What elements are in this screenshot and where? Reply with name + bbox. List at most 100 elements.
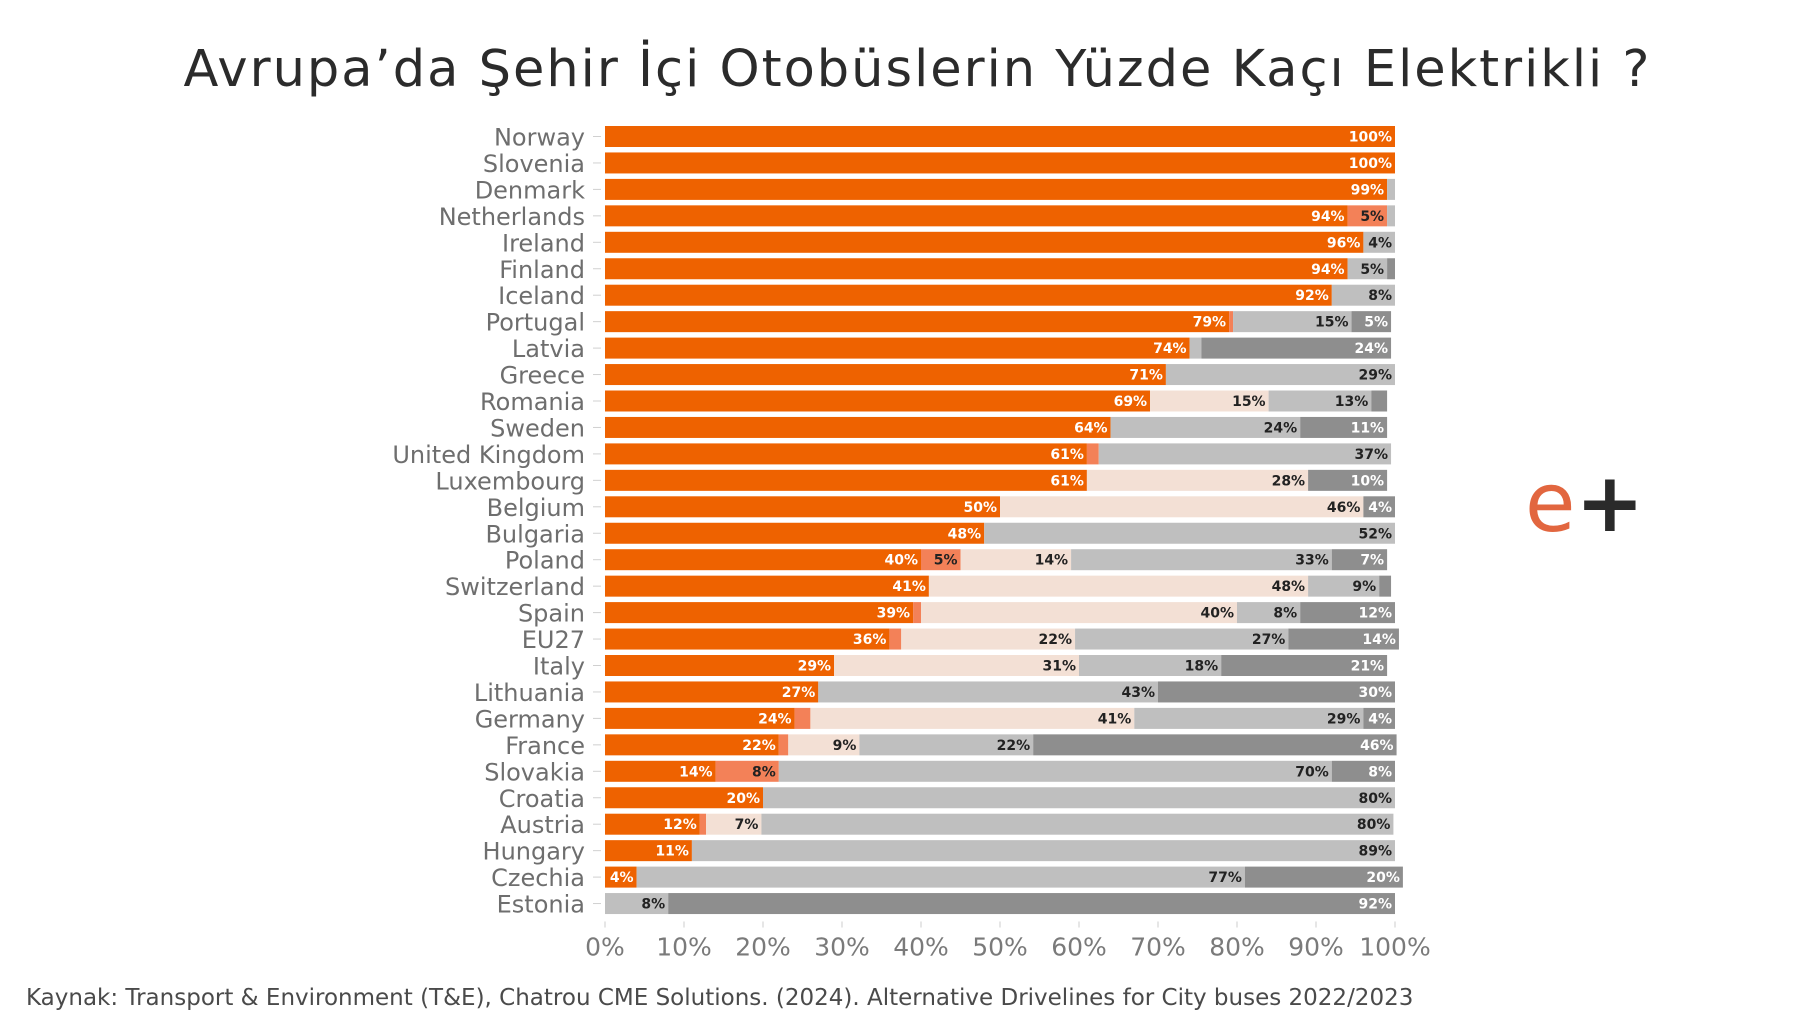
data-label: 64%	[1074, 420, 1108, 436]
data-label: 12%	[663, 817, 697, 833]
data-label: 99%	[1351, 182, 1385, 198]
data-label: 24%	[758, 711, 792, 727]
data-label: 9%	[833, 738, 857, 754]
data-label: 18%	[1185, 659, 1219, 675]
data-label: 5%	[1360, 262, 1384, 278]
bar-segment	[1331, 760, 1395, 782]
bar-segment	[1221, 655, 1388, 676]
data-label: 24%	[1264, 420, 1298, 436]
data-label: 21%	[1351, 659, 1385, 675]
bar-segment	[605, 734, 779, 756]
bar-segment	[605, 258, 1348, 280]
data-label: 11%	[655, 844, 689, 860]
category-label: Luxembourg	[435, 467, 585, 495]
category-label: Lithuania	[474, 679, 585, 707]
bar-segment	[1000, 496, 1364, 518]
bar-segment	[1071, 549, 1332, 571]
data-label: 33%	[1295, 553, 1329, 569]
bar-segment	[636, 866, 1245, 888]
bar-segment	[605, 655, 835, 676]
bar-segment	[984, 522, 1395, 544]
data-label: 4%	[1368, 500, 1392, 516]
bar-segment	[1201, 337, 1392, 359]
data-label: 27%	[782, 685, 816, 701]
bar-segment	[605, 813, 700, 835]
bar-segment	[1371, 390, 1388, 412]
bar-segment	[1308, 469, 1388, 491]
category-label: Poland	[505, 547, 585, 575]
bar-segment	[605, 866, 637, 888]
category-label: Ireland	[502, 229, 585, 257]
bar-segment	[605, 549, 921, 571]
x-tick-label: 20%	[735, 933, 791, 962]
data-label: 100%	[1349, 156, 1392, 172]
bar-segment	[1165, 364, 1395, 386]
data-label: 8%	[752, 764, 776, 780]
bar-segment	[1347, 205, 1388, 227]
data-label: 40%	[884, 553, 918, 569]
data-label: 4%	[1368, 235, 1392, 251]
data-label: 61%	[1050, 473, 1084, 489]
bar-segment	[889, 628, 902, 650]
x-tick-label: 60%	[1051, 933, 1107, 962]
bar-segment	[818, 681, 1158, 703]
category-label: Portugal	[486, 309, 585, 337]
bar-segment	[1244, 866, 1403, 888]
data-label: 80%	[1358, 791, 1392, 807]
bar-segment	[1189, 337, 1202, 359]
bar-segment	[1229, 311, 1234, 333]
bar-segment	[761, 813, 1394, 835]
data-label: 12%	[1358, 606, 1392, 622]
logo-letter-e: e	[1525, 456, 1576, 551]
bar-segment	[1300, 416, 1388, 438]
data-label: 96%	[1327, 235, 1361, 251]
data-label: 39%	[877, 606, 911, 622]
data-label: 37%	[1355, 447, 1389, 463]
data-label: 20%	[726, 791, 760, 807]
data-label: 27%	[1252, 632, 1286, 648]
category-label: Germany	[475, 705, 585, 733]
data-label: 43%	[1121, 685, 1155, 701]
chart-title: Avrupa’da Şehir İçi Otobüslerin Yüzde Ka…	[183, 40, 1652, 99]
logo-plus-icon: +	[1575, 456, 1645, 551]
bar-segment	[788, 734, 860, 756]
bar-segment	[1079, 655, 1222, 676]
data-label: 40%	[1200, 606, 1234, 622]
category-label: Croatia	[499, 785, 585, 813]
data-label: 8%	[1368, 764, 1392, 780]
bar-segment	[1098, 443, 1392, 465]
data-label: 31%	[1042, 659, 1076, 675]
data-label: 10%	[1351, 473, 1385, 489]
bar-segment	[605, 178, 1388, 200]
bar-segment	[1033, 734, 1397, 756]
data-label: 71%	[1129, 368, 1163, 384]
bar-segment	[605, 284, 1332, 306]
bar-segment	[605, 390, 1151, 412]
category-label: Spain	[518, 600, 585, 628]
bar-segment	[605, 840, 692, 862]
brand-logo: e+	[1525, 463, 1644, 545]
bar-segment	[605, 205, 1348, 227]
category-label: Latvia	[512, 335, 585, 363]
bar-segment	[1347, 258, 1388, 280]
data-label: 22%	[1039, 632, 1073, 648]
data-label: 13%	[1335, 394, 1369, 410]
bar-segment	[928, 575, 1309, 597]
data-label: 29%	[1358, 368, 1392, 384]
data-label: 50%	[963, 500, 997, 516]
data-label: 24%	[1355, 341, 1389, 357]
category-label: Czechia	[491, 864, 585, 892]
data-label: 22%	[742, 738, 776, 754]
category-label: Netherlands	[439, 203, 585, 231]
bar-segment	[605, 337, 1190, 359]
bar-segment	[1086, 469, 1309, 491]
x-tick-label: 10%	[656, 933, 712, 962]
bar-segment	[960, 549, 1072, 571]
bar-segment	[605, 416, 1111, 438]
bar-segment	[668, 893, 1395, 915]
data-label: 69%	[1114, 394, 1148, 410]
category-label: Slovenia	[483, 150, 585, 178]
category-label: Iceland	[498, 282, 585, 310]
bar-segment	[1379, 575, 1392, 597]
